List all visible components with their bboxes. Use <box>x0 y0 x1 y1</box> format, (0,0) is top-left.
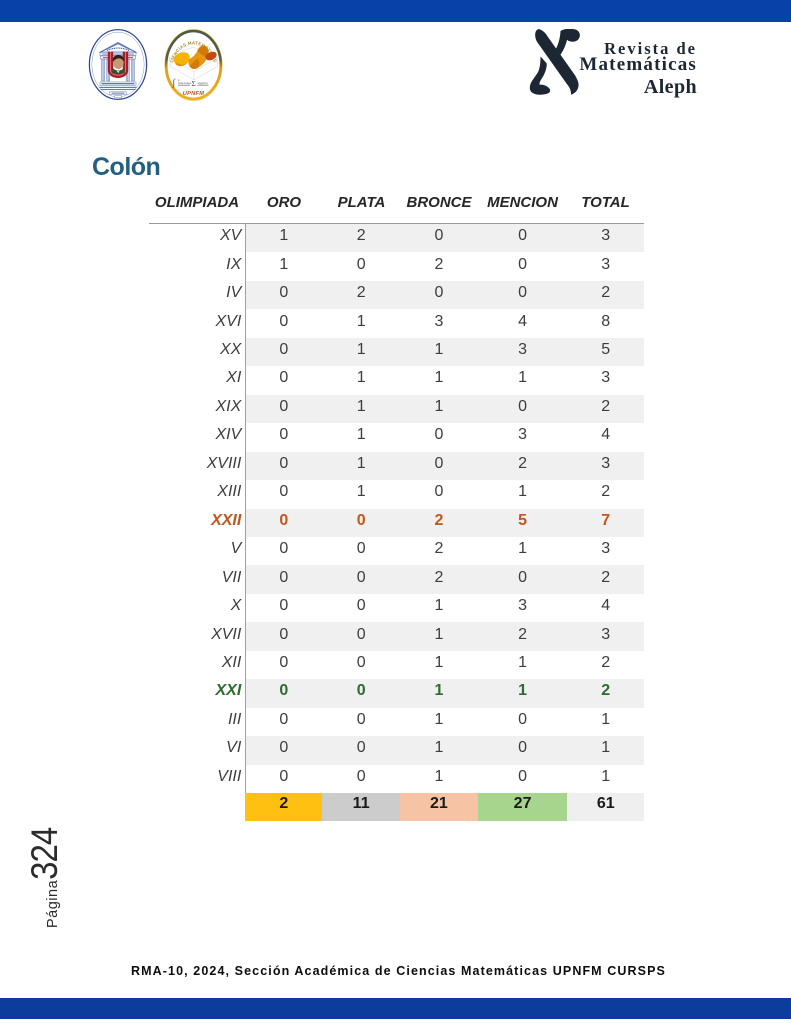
svg-text:Σ: Σ <box>192 79 196 88</box>
svg-text:∫: ∫ <box>172 79 177 89</box>
svg-text:n: n <box>178 79 180 82</box>
svg-text:funciones: funciones <box>178 81 192 85</box>
svg-text:UPNFM: UPNFM <box>183 91 204 97</box>
svg-text:algebra: algebra <box>198 81 209 85</box>
